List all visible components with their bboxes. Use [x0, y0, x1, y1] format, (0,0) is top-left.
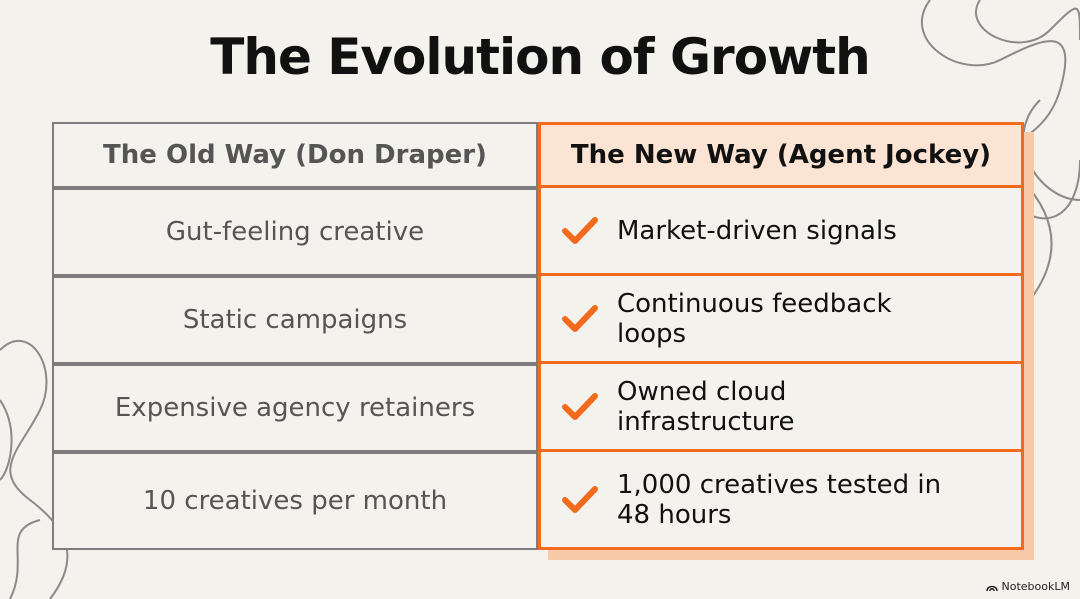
cell-text: 1,000 creatives tested in 48 hours	[617, 469, 942, 530]
cell-text: Expensive agency retainers	[114, 393, 476, 423]
check-icon	[562, 216, 598, 244]
footer: NotebookLM	[985, 580, 1070, 593]
table-cell: 10 creatives per month	[52, 452, 538, 550]
cell-text: Static campaigns	[182, 305, 408, 335]
table-cell: Continuous feedback loops	[538, 273, 1024, 364]
cell-text: Market-driven signals	[617, 215, 897, 246]
cell-text: Continuous feedback loops	[617, 288, 892, 349]
table-cell: Expensive agency retainers	[52, 364, 538, 452]
check-icon	[562, 392, 598, 420]
title: The Evolution of Growth	[210, 28, 871, 86]
table-cell: Owned cloud infrastructure	[538, 361, 1024, 452]
check-icon	[562, 485, 598, 513]
table-cell: Static campaigns	[52, 276, 538, 364]
table-cell: 1,000 creatives tested in 48 hours	[538, 449, 1024, 550]
header-cell: The Old Way (Don Draper)	[52, 122, 538, 188]
header-cell: The New Way (Agent Jockey)	[538, 122, 1024, 188]
header-text: The Old Way (Don Draper)	[103, 140, 487, 170]
brand-icon	[985, 585, 998, 591]
check-icon	[562, 304, 598, 332]
cell-text: Owned cloud infrastructure	[617, 376, 795, 437]
brand: NotebookLM	[1001, 580, 1070, 593]
cell-text: 10 creatives per month	[142, 486, 448, 516]
table-cell: Gut-feeling creative	[52, 188, 538, 276]
cell-text: Gut-feeling creative	[165, 217, 425, 247]
table-cell: Market-driven signals	[538, 185, 1024, 276]
header-text: The New Way (Agent Jockey)	[570, 140, 992, 170]
